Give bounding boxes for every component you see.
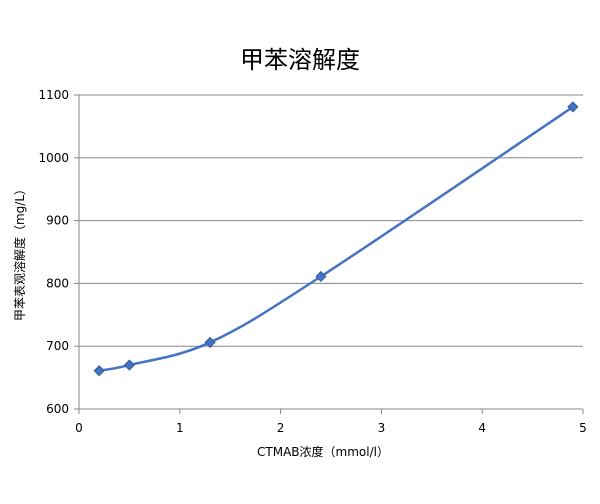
gridlines xyxy=(79,94,583,347)
series-line xyxy=(98,105,574,372)
x-axis-label: CTMAB浓度（mmol/l） xyxy=(257,444,389,459)
data-point xyxy=(123,359,135,371)
x-tick-label: 2 xyxy=(277,421,285,435)
y-tick-label: 1100 xyxy=(38,88,69,102)
chart-title: 甲苯溶解度 xyxy=(240,46,360,74)
x-tick-label: 4 xyxy=(478,421,486,435)
y-tick-label: 700 xyxy=(46,339,69,353)
data-point xyxy=(315,270,327,283)
y-tick-label: 800 xyxy=(46,276,69,290)
x-tick-label: 1 xyxy=(176,421,184,435)
x-tick-label: 0 xyxy=(75,421,83,435)
y-tick-label: 900 xyxy=(46,214,69,228)
data-point xyxy=(567,101,579,113)
data-point xyxy=(204,336,216,348)
series-markers xyxy=(93,101,579,377)
x-tick-label: 5 xyxy=(579,421,587,435)
y-tick-labels: 600 700 800 900 1000 1100 xyxy=(38,88,79,416)
y-tick-label: 600 xyxy=(46,402,69,416)
data-point xyxy=(93,365,105,377)
x-tick-label: 3 xyxy=(378,421,386,435)
y-axis-label: 甲苯表观溶解度（mg/L） xyxy=(12,183,27,321)
y-tick-label: 1000 xyxy=(38,151,69,165)
x-tick-labels: 0 1 2 3 4 5 xyxy=(75,409,587,435)
